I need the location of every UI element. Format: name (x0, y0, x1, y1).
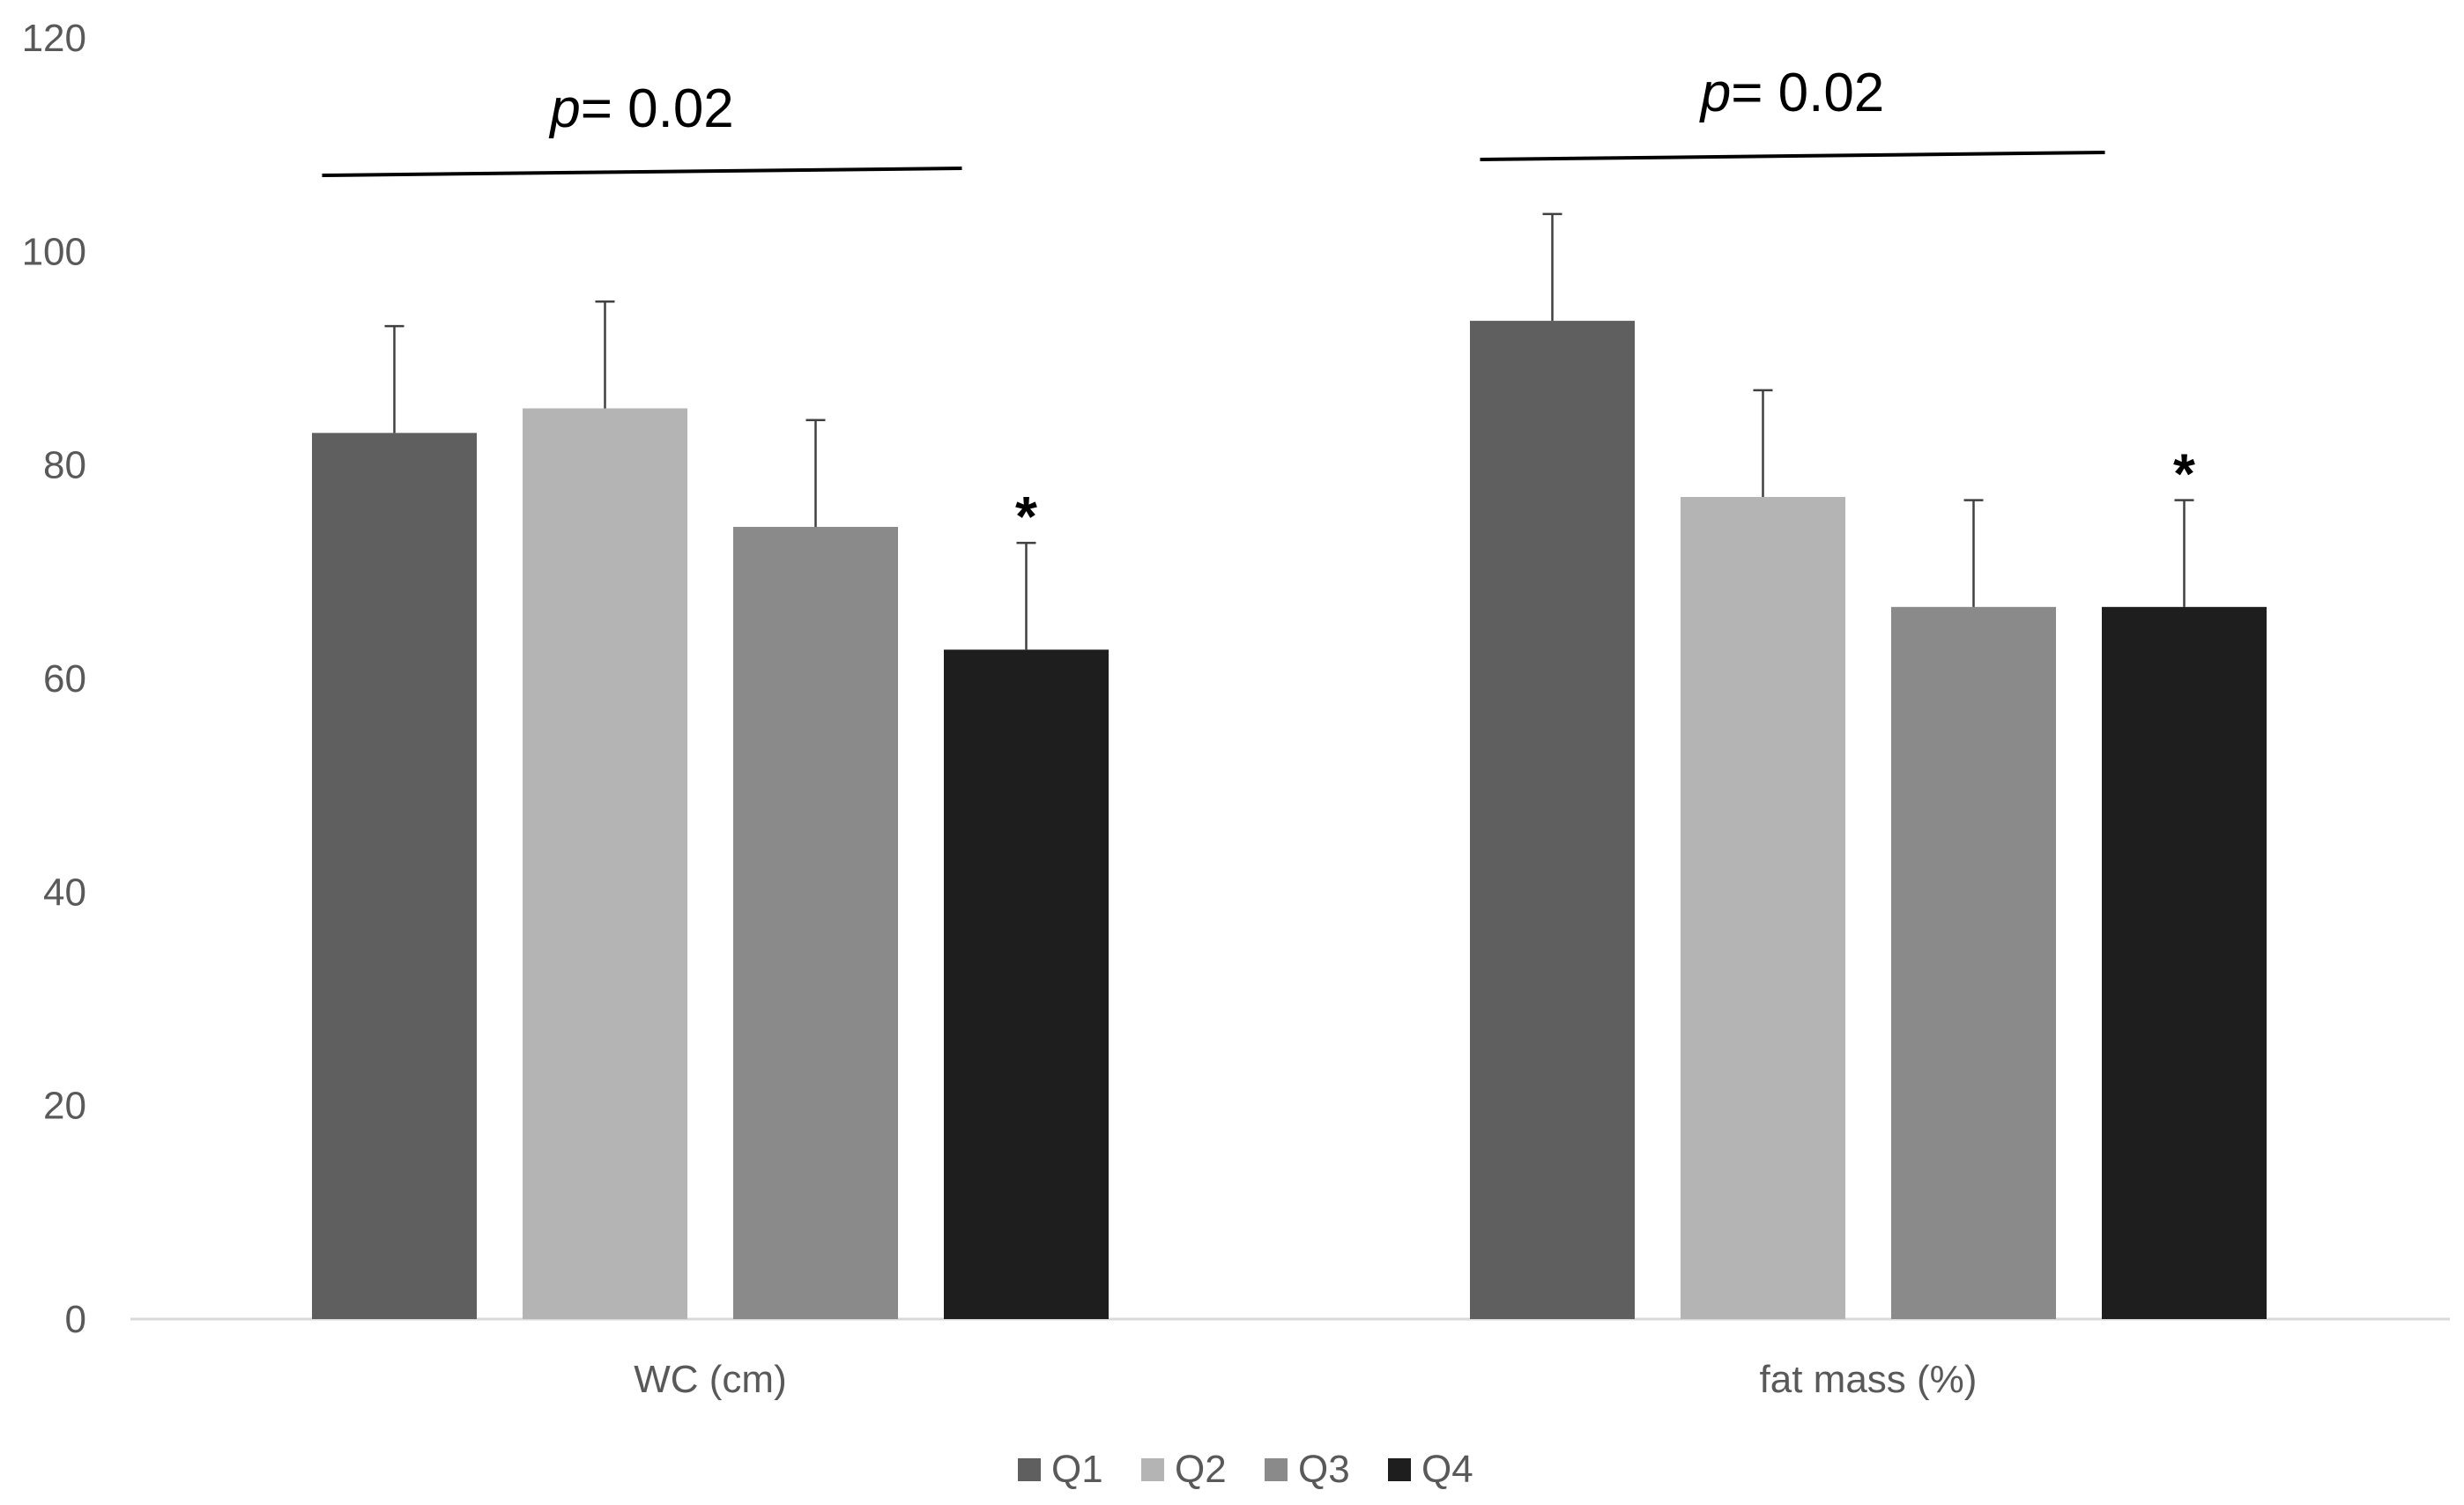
y-tick-label: 20 (43, 1085, 86, 1128)
p-value-text: = 0.02 (581, 78, 734, 139)
legend-swatch-q2 (1141, 1458, 1164, 1481)
bar-q3-fat-mass (1891, 606, 2056, 1319)
legend-swatch-q4 (1388, 1458, 1411, 1481)
p-value-text: = 0.02 (1731, 63, 1884, 123)
bar-q2-fat-mass (1681, 497, 1845, 1319)
bar-q4-fat-mass (2102, 606, 2267, 1319)
significance-asterisk: * (1015, 485, 1037, 548)
significance-line (322, 167, 962, 177)
bar-q1-wc (312, 433, 477, 1320)
significance-line (1480, 151, 2105, 161)
p-value-label: p= 0.02 (1699, 63, 1885, 123)
legend-label-q3: Q3 (1298, 1448, 1350, 1491)
p-value-prefix: p (1699, 63, 1731, 123)
category-label: WC (cm) (634, 1358, 787, 1401)
bar-q2-wc (523, 408, 687, 1319)
y-tick-label: 80 (43, 444, 86, 487)
y-tick-label: 100 (22, 230, 86, 273)
bar-q4-wc (944, 649, 1109, 1319)
y-tick-label: 60 (43, 657, 86, 701)
bar-q1-fat-mass (1470, 321, 1635, 1319)
p-value-label: p= 0.02 (548, 78, 734, 139)
legend-label-q2: Q2 (1175, 1448, 1227, 1491)
significance-asterisk: * (2173, 442, 2195, 506)
y-tick-label: 0 (65, 1298, 86, 1341)
legend-swatch-q1 (1018, 1458, 1041, 1481)
legend-label-q4: Q4 (1421, 1448, 1473, 1491)
bar-q3-wc (733, 526, 898, 1319)
legend-swatch-q3 (1265, 1458, 1288, 1481)
y-tick-label: 40 (43, 871, 86, 914)
legend-label-q1: Q1 (1051, 1448, 1103, 1491)
y-tick-label: 120 (22, 17, 86, 60)
p-value-prefix: p (548, 78, 580, 139)
category-label: fat mass (%) (1760, 1358, 1978, 1401)
